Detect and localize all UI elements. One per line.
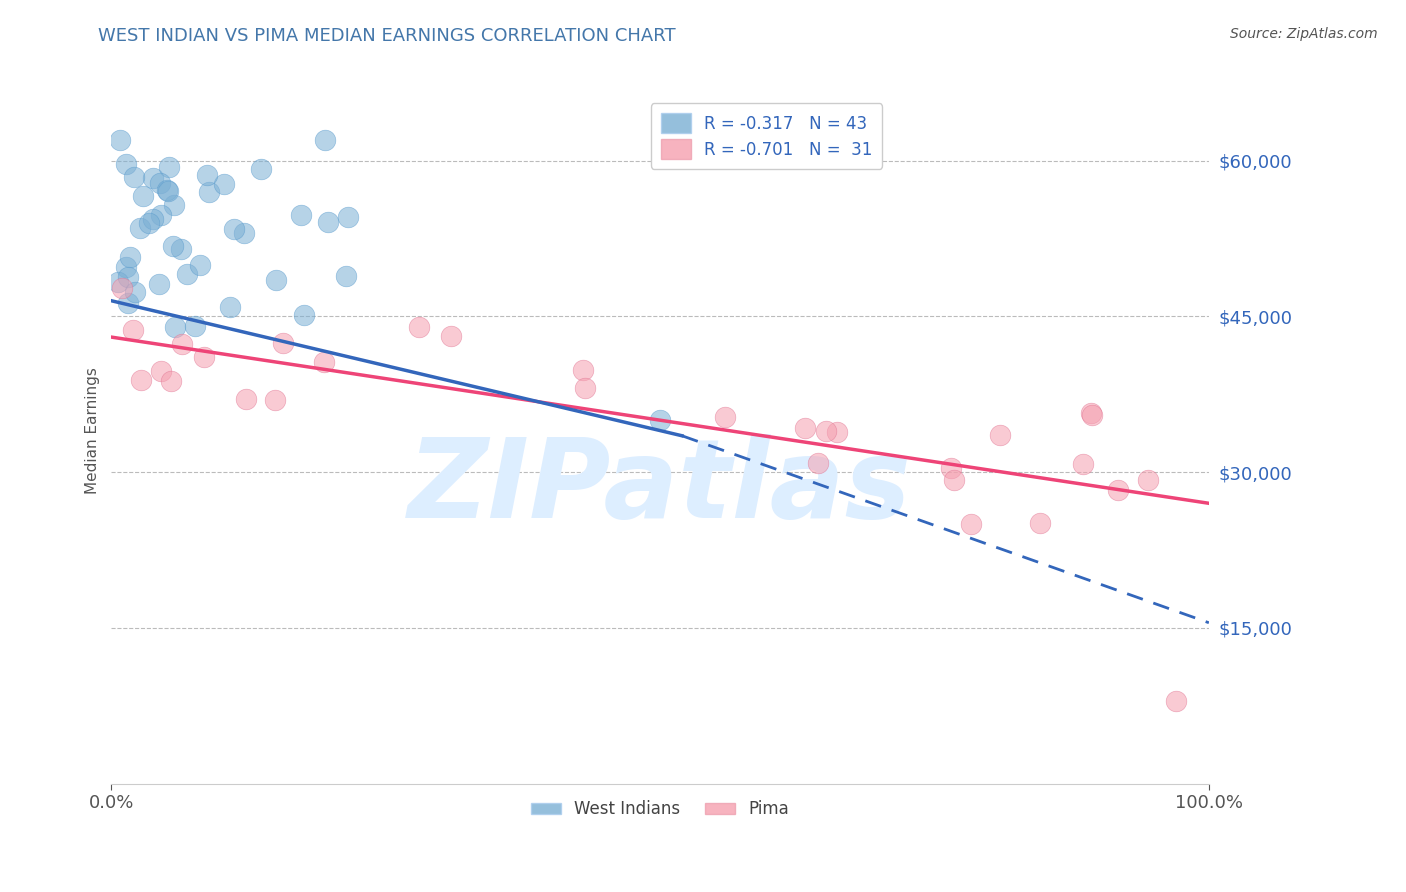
Point [815, 425, 838, 439]
Point [825, 425, 848, 440]
Point [316, 215, 339, 229]
Point [574, 381, 596, 395]
Point [163, 198, 186, 212]
Point [1029, 516, 1052, 531]
Point [157, 160, 180, 174]
Point [1108, 483, 1130, 498]
Y-axis label: Median Earnings: Median Earnings [86, 368, 100, 494]
Point [132, 189, 155, 203]
Point [235, 392, 257, 407]
Point [650, 413, 672, 427]
Point [160, 374, 183, 388]
Text: Source: ZipAtlas.com: Source: ZipAtlas.com [1230, 27, 1378, 41]
Point [335, 268, 357, 283]
Point [156, 183, 179, 197]
Point [794, 421, 817, 435]
Point [942, 473, 965, 487]
Point [941, 460, 963, 475]
Legend: West Indians, Pima: West Indians, Pima [524, 794, 796, 825]
Point [292, 309, 315, 323]
Point [988, 427, 1011, 442]
Point [212, 177, 235, 191]
Point [162, 239, 184, 253]
Point [408, 319, 430, 334]
Point [184, 319, 207, 334]
Point [118, 251, 141, 265]
Point [124, 285, 146, 300]
Point [142, 212, 165, 227]
Point [142, 171, 165, 186]
Point [250, 161, 273, 176]
Point [148, 277, 170, 292]
Point [232, 227, 254, 241]
Point [176, 268, 198, 282]
Point [439, 328, 461, 343]
Point [312, 354, 335, 368]
Point [1071, 458, 1094, 472]
Point [807, 457, 830, 471]
Point [190, 258, 212, 272]
Point [149, 364, 172, 378]
Point [271, 336, 294, 351]
Point [115, 260, 138, 274]
Point [290, 208, 312, 222]
Point [121, 323, 143, 337]
Point [156, 185, 179, 199]
Point [149, 176, 172, 190]
Point [117, 269, 139, 284]
Point [218, 300, 240, 314]
Point [138, 216, 160, 230]
Point [124, 169, 146, 184]
Point [1081, 408, 1104, 422]
Point [198, 185, 221, 199]
Point [150, 208, 173, 222]
Point [128, 221, 150, 235]
Point [314, 133, 336, 147]
Text: ZIPatlas: ZIPatlas [408, 434, 912, 541]
Point [170, 337, 193, 351]
Point [129, 373, 152, 387]
Point [264, 392, 287, 407]
Point [337, 210, 360, 224]
Point [960, 517, 983, 532]
Point [713, 409, 735, 424]
Point [115, 156, 138, 170]
Point [193, 350, 215, 364]
Point [111, 281, 134, 295]
Point [110, 133, 132, 147]
Point [222, 222, 245, 236]
Point [1137, 473, 1160, 487]
Point [195, 169, 218, 183]
Point [572, 363, 595, 377]
Point [1080, 406, 1102, 420]
Text: WEST INDIAN VS PIMA MEDIAN EARNINGS CORRELATION CHART: WEST INDIAN VS PIMA MEDIAN EARNINGS CORR… [98, 27, 676, 45]
Point [264, 273, 287, 287]
Point [170, 242, 193, 256]
Point [107, 275, 129, 289]
Point [1164, 693, 1187, 707]
Point [165, 319, 187, 334]
Point [117, 296, 139, 310]
